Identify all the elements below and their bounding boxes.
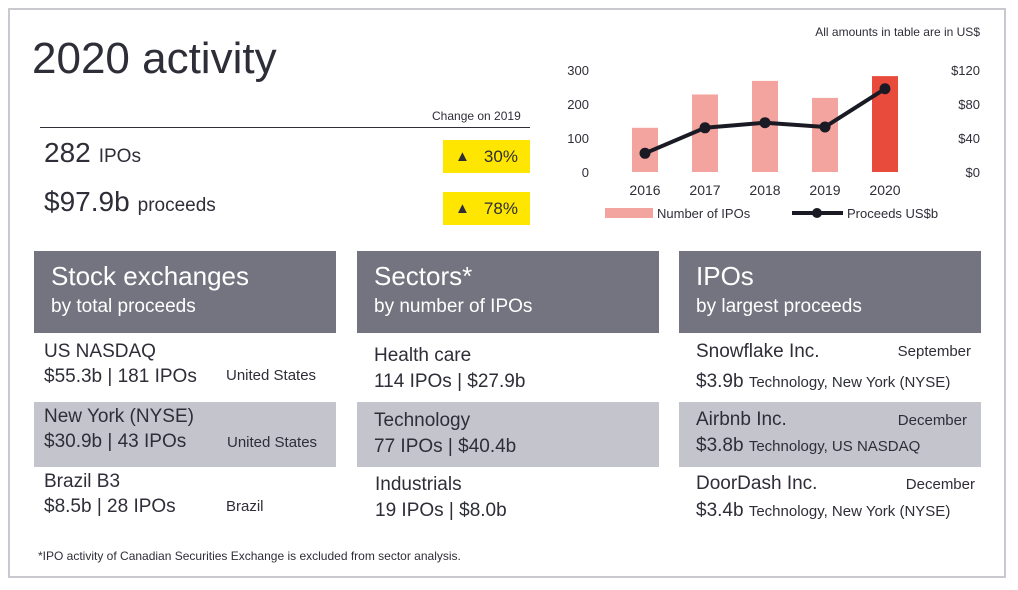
x-tick-label: 2017 <box>689 182 720 198</box>
y-right-tick-label: $80 <box>958 97 980 112</box>
y-left-tick-label: 300 <box>567 63 589 78</box>
kpi-ipos-value: 282 <box>44 137 91 168</box>
exchange-row: Brazil B3 $8.5b | 28 IPOs Brazil <box>34 467 336 532</box>
ipo-row: Airbnb Inc. December $3.8b Technology, U… <box>679 402 981 467</box>
exchange-row: New York (NYSE) $30.9b | 43 IPOs United … <box>34 402 336 467</box>
y-right-tick-label: $120 <box>951 63 980 78</box>
kpi-proceeds-value: $97.9b <box>44 186 130 217</box>
exchange-stats: $8.5b | 28 IPOs <box>44 496 176 517</box>
kpi-proceeds-change-badge: ▲ 78% <box>443 192 530 225</box>
ipo-detail: Technology, New York (NYSE) <box>748 503 951 520</box>
kpi-ipos-change-badge: ▲ 30% <box>443 140 530 173</box>
sector-name: Industrials <box>375 474 462 495</box>
x-tick-label: 2016 <box>629 182 660 198</box>
ipo-name: DoorDash Inc. <box>696 473 818 494</box>
ipo-amount: $3.9b <box>696 371 744 392</box>
ipo-name: Airbnb Inc. <box>696 409 787 430</box>
ipo-count-bar <box>812 97 838 172</box>
ipo-detail: Technology, New York (NYSE) <box>748 374 951 391</box>
legend-bar-swatch <box>605 208 653 218</box>
footnote: *IPO activity of Canadian Securities Exc… <box>38 549 461 563</box>
proceeds-point <box>699 122 711 134</box>
legend-line-marker <box>812 208 822 218</box>
page-title: 2020 activity <box>32 34 277 83</box>
kpi-proceeds: $97.9b proceeds <box>44 186 216 218</box>
currency-note: All amounts in table are in US$ <box>815 25 980 39</box>
up-arrow-icon: ▲ <box>455 148 470 165</box>
ipo-details: $3.9b Technology, New York (NYSE) <box>696 371 950 393</box>
exchange-stats: $30.9b | 43 IPOs <box>44 431 187 452</box>
exchanges-header: Stock exchanges by total proceeds <box>34 251 336 333</box>
exchange-name: US NASDAQ <box>44 341 156 362</box>
sector-stats: 114 IPOs | $27.9b <box>374 371 526 392</box>
ipo-month: December <box>897 412 967 429</box>
y-right-tick-label: $0 <box>966 165 980 180</box>
ipo-amount: $3.8b <box>696 435 744 456</box>
x-tick-label: 2020 <box>869 182 900 198</box>
proceeds-point <box>819 121 831 133</box>
ipo-details: $3.4b Technology, New York (NYSE) <box>696 500 950 522</box>
ipos-header: IPOs by largest proceeds <box>679 251 981 333</box>
kpi-ipos: 282 IPOs <box>44 137 141 169</box>
legend-label-proceeds: Proceeds US$b <box>847 206 938 221</box>
y-left-tick-label: 100 <box>567 131 589 146</box>
kpi-proceeds-change: 78% <box>483 198 518 218</box>
sector-row: Health care 114 IPOs | $27.9b <box>357 337 659 402</box>
kpi-ipos-label: IPOs <box>98 146 141 167</box>
sectors-title: Sectors* <box>374 261 473 291</box>
exchange-country: United States <box>226 367 317 384</box>
y-left-tick-label: 200 <box>567 97 589 112</box>
exchanges-title: Stock exchanges <box>51 261 250 291</box>
sector-name: Health care <box>374 345 472 366</box>
kpi-proceeds-label: proceeds <box>137 195 216 216</box>
proceeds-point <box>879 83 891 95</box>
sector-row: Technology 77 IPOs | $40.4b <box>357 402 659 467</box>
sectors-header: Sectors* by number of IPOs <box>357 251 659 333</box>
ipos-title: IPOs <box>696 261 754 291</box>
ipo-name: Snowflake Inc. <box>696 341 820 362</box>
exchange-stats: $55.3b | 181 IPOs <box>44 366 197 387</box>
legend-label-ipos: Number of IPOs <box>657 206 751 221</box>
y-left-tick-label: 0 <box>582 165 589 180</box>
sector-row: Industrials 19 IPOs | $8.0b <box>357 467 659 532</box>
exchange-country: United States <box>227 434 318 451</box>
sector-stats: 19 IPOs | $8.0b <box>375 500 507 521</box>
proceeds-point <box>639 147 651 159</box>
sector-name: Technology <box>374 410 471 431</box>
x-tick-label: 2019 <box>809 182 840 198</box>
sectors-subtitle: by number of IPOs <box>374 296 533 317</box>
divider <box>40 127 530 128</box>
ipo-row: Snowflake Inc. September $3.9b Technolog… <box>679 337 981 402</box>
proceeds-point <box>759 117 771 129</box>
ipos-subtitle: by largest proceeds <box>696 296 862 317</box>
ipo-month: September <box>897 343 971 360</box>
ipo-month: December <box>905 476 975 493</box>
exchange-country: Brazil <box>226 498 264 515</box>
exchange-row: US NASDAQ $55.3b | 181 IPOs United State… <box>34 337 336 402</box>
exchange-name: Brazil B3 <box>44 471 121 492</box>
kpi-ipos-change: 30% <box>483 146 518 166</box>
infographic-frame <box>8 8 1006 578</box>
up-arrow-icon: ▲ <box>455 200 470 217</box>
ipo-details: $3.8b Technology, US NASDAQ <box>696 435 920 457</box>
x-tick-label: 2018 <box>749 182 780 198</box>
y-right-tick-label: $40 <box>958 131 980 146</box>
ipo-amount: $3.4b <box>696 500 744 521</box>
exchanges-subtitle: by total proceeds <box>51 296 196 317</box>
exchange-name: New York (NYSE) <box>44 406 194 427</box>
ipo-detail: Technology, US NASDAQ <box>748 438 921 455</box>
ipo-row: DoorDash Inc. December $3.4b Technology,… <box>679 467 981 532</box>
change-heading: Change on 2019 <box>432 109 521 123</box>
ipo-chart: 0 100 200 300 $0 $40 $80 $120 2016 2017 2018 2019 20… <box>567 63 980 221</box>
sector-stats: 77 IPOs | $40.4b <box>374 436 517 457</box>
